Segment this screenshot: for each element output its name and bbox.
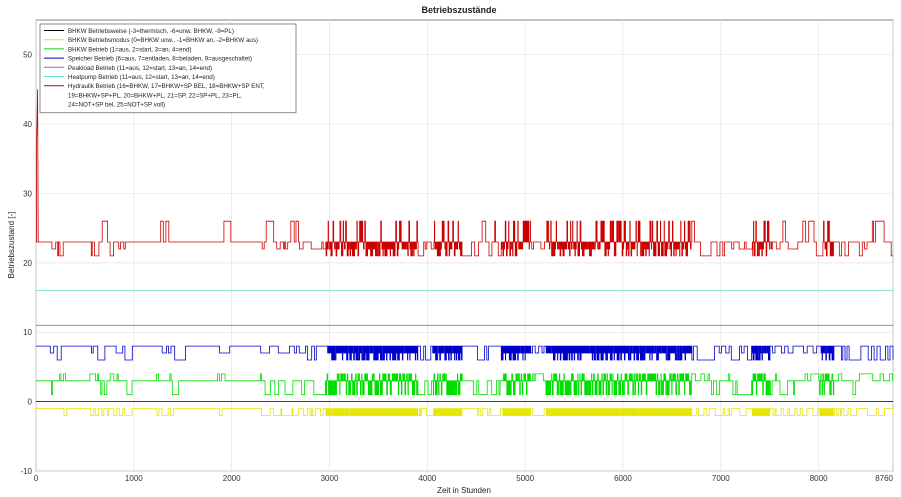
y-tick-label: 40 xyxy=(23,120,32,129)
legend-box xyxy=(39,23,297,114)
legend-entry: BHKW Betrieb (1=aus, 2=start, 3=an, 4=en… xyxy=(68,46,191,53)
series-line xyxy=(35,345,894,361)
grid xyxy=(35,20,894,472)
y-tick-label: 50 xyxy=(23,51,32,60)
y-axis-label: Betriebszustand [-] xyxy=(7,212,16,279)
x-tick-label: 7000 xyxy=(712,474,730,483)
legend-entry: Speicher Betrieb (6=aus, 7=entladen, 8=b… xyxy=(68,56,252,63)
series-layer xyxy=(35,89,894,416)
series-line xyxy=(35,220,893,257)
series-line xyxy=(35,408,894,416)
x-tick-label: 2000 xyxy=(223,474,241,483)
chart-title: Betriebszustände xyxy=(421,5,496,15)
x-tick-label: 8760 xyxy=(875,474,893,483)
legend-entry: BHKW Betriebsweise (-3=thermisch, -6=unw… xyxy=(68,28,234,35)
legend-entry: 19=BHKW+SP+PL, 20=BHKW+PL, 21=SP, 22=SP+… xyxy=(68,92,242,99)
x-axis-label: Zeit in Stunden xyxy=(437,486,491,495)
legend-entry: Heatpump Betrieb (11=aus, 12=start, 13=a… xyxy=(68,74,215,81)
x-tick-label: 4000 xyxy=(418,474,436,483)
axis-ticks: 0 1000 2000 3000 4000 5000 6000 7000 8000 8760 -10… xyxy=(20,51,893,483)
y-tick-label: 10 xyxy=(23,328,32,337)
legend-entry: 24=NOT+SP bel, 25=NOT+SP voll) xyxy=(68,102,165,109)
y-tick-label: 20 xyxy=(23,259,32,268)
series-line xyxy=(36,373,893,396)
x-tick-label: 8000 xyxy=(810,474,828,483)
y-tick-label: 30 xyxy=(23,189,32,198)
x-tick-label: 6000 xyxy=(614,474,632,483)
x-tick-label: 1000 xyxy=(125,474,143,483)
legend-entry: BHKW Betriebsmodus (0=BHKW unw., -1=BHKW… xyxy=(68,37,258,44)
series-spike xyxy=(36,89,39,243)
x-tick-label: 5000 xyxy=(516,474,534,483)
y-tick-label: 0 xyxy=(28,398,33,407)
legend-entry: Peakload Betrieb (11=aus, 12=start, 13=a… xyxy=(68,65,212,72)
x-tick-label: 3000 xyxy=(321,474,339,483)
legend-entry: Hydraulik Betrieb (16=BHKW, 17=BHKW+SP B… xyxy=(68,83,265,90)
x-tick-label: 0 xyxy=(34,474,39,483)
y-tick-label: -10 xyxy=(20,467,32,476)
legend: BHKW Betriebsweise (-3=thermisch, -6=unw… xyxy=(39,23,297,114)
